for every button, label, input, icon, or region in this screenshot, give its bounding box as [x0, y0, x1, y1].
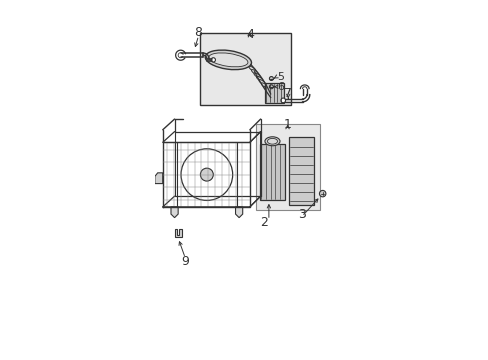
Polygon shape	[174, 229, 182, 237]
Text: 9: 9	[181, 255, 189, 268]
Ellipse shape	[251, 69, 258, 75]
Polygon shape	[235, 207, 242, 218]
Ellipse shape	[264, 137, 280, 146]
Ellipse shape	[258, 80, 265, 85]
Ellipse shape	[253, 73, 260, 78]
Text: 5: 5	[277, 72, 284, 82]
Circle shape	[269, 85, 273, 89]
Circle shape	[319, 190, 325, 197]
Text: 3: 3	[297, 208, 305, 221]
Polygon shape	[171, 207, 178, 218]
FancyBboxPatch shape	[289, 137, 313, 205]
Ellipse shape	[256, 76, 263, 81]
FancyBboxPatch shape	[255, 125, 319, 211]
Circle shape	[280, 98, 285, 103]
Text: 4: 4	[245, 28, 253, 41]
Circle shape	[200, 168, 213, 181]
Text: 2: 2	[260, 216, 267, 229]
Circle shape	[269, 77, 273, 81]
FancyBboxPatch shape	[259, 144, 285, 200]
Text: 1: 1	[283, 118, 291, 131]
Ellipse shape	[261, 83, 267, 88]
Circle shape	[211, 58, 215, 62]
Polygon shape	[155, 173, 163, 184]
Ellipse shape	[248, 66, 255, 71]
Ellipse shape	[205, 50, 251, 69]
Ellipse shape	[208, 53, 247, 67]
Text: 8: 8	[194, 27, 202, 40]
FancyBboxPatch shape	[199, 33, 290, 105]
Ellipse shape	[266, 90, 272, 95]
Ellipse shape	[263, 86, 270, 91]
FancyBboxPatch shape	[264, 83, 284, 103]
Text: 7: 7	[284, 87, 292, 100]
Ellipse shape	[267, 138, 277, 144]
Text: 6: 6	[277, 82, 284, 92]
